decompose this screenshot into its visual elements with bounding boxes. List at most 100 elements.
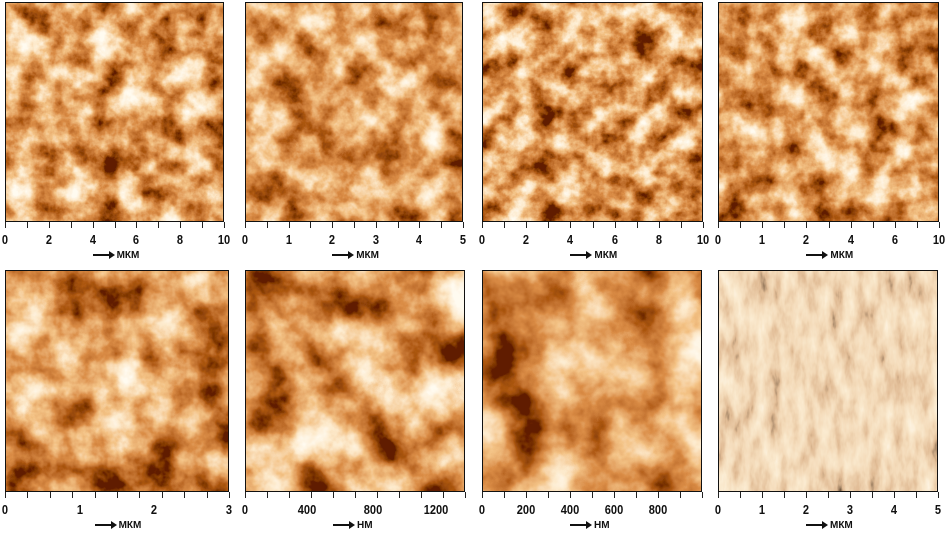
tick-label: 3 xyxy=(372,232,379,247)
tick-label: 1 xyxy=(76,502,83,517)
axis-tick xyxy=(762,492,763,498)
axis-tick xyxy=(224,222,225,228)
tick-label: 400 xyxy=(560,502,580,517)
axis-tick xyxy=(443,492,444,498)
axis-tick xyxy=(332,222,334,228)
axis-tick xyxy=(680,222,682,228)
axis-tick xyxy=(614,222,616,228)
tick-label: 5 xyxy=(934,502,942,517)
afm-height-map xyxy=(482,270,702,492)
axis-tick xyxy=(355,492,356,498)
unit-text: МКМ xyxy=(594,250,618,261)
unit-text: НМ xyxy=(357,520,373,531)
afm-height-map xyxy=(5,270,229,492)
axis-tick xyxy=(703,222,704,228)
axis-tick xyxy=(70,222,72,228)
axis-tick xyxy=(482,492,483,498)
axis-tick xyxy=(762,222,764,228)
arrow-icon xyxy=(94,521,117,530)
axis-tick xyxy=(658,222,660,228)
axis-tick xyxy=(421,492,422,498)
axis-unit-label: МКМ xyxy=(570,250,617,261)
axis-tick xyxy=(117,492,118,498)
tick-label: 0 xyxy=(478,232,486,247)
arrow-icon xyxy=(92,251,115,260)
axis-tick xyxy=(482,222,483,228)
arrow-icon xyxy=(570,251,593,260)
axis-tick xyxy=(465,492,466,498)
axis-tick xyxy=(894,222,896,228)
axis-tick xyxy=(5,222,6,228)
tick-label: 6 xyxy=(611,232,618,247)
axis-tick xyxy=(245,492,246,498)
axis-tick xyxy=(375,222,377,228)
arrow-icon xyxy=(570,521,592,530)
tick-label: 0 xyxy=(714,232,722,247)
x-axis: 0 400 800 1200 xyxy=(242,492,466,517)
axis-tick xyxy=(718,492,719,498)
tick-label: 800 xyxy=(648,502,668,517)
axis-tick xyxy=(202,222,204,228)
axis-unit-label: МКМ xyxy=(94,520,142,531)
afm-height-map xyxy=(718,2,939,222)
axis-tick xyxy=(377,492,378,498)
axis-tick xyxy=(158,222,160,228)
tick-label: 4 xyxy=(416,232,423,247)
unit-text: МКМ xyxy=(118,520,142,531)
axis-tick xyxy=(92,222,94,228)
axis-unit-label: МКМ xyxy=(92,250,140,261)
afm-height-map xyxy=(245,270,465,492)
axis-tick xyxy=(740,222,742,228)
afm-height-map xyxy=(482,2,703,222)
tick-label: 10 xyxy=(696,232,710,247)
axis-tick xyxy=(48,222,50,228)
unit-text: МКМ xyxy=(116,250,140,261)
tick-label: 4 xyxy=(89,232,96,247)
axis-tick xyxy=(504,222,506,228)
tick-label: 8 xyxy=(655,232,662,247)
axis-tick xyxy=(680,492,681,498)
axis-tick xyxy=(333,492,334,498)
axis-tick xyxy=(806,222,808,228)
axis-tick xyxy=(939,222,940,228)
axis-unit-label: НМ xyxy=(333,520,373,531)
axis-tick xyxy=(636,222,638,228)
tick-label: 8 xyxy=(177,232,184,247)
tick-label: 5 xyxy=(459,232,467,247)
x-axis: 0 1 2 3 xyxy=(2,492,232,517)
afm-height-map xyxy=(245,2,463,222)
axis-tick xyxy=(828,492,829,498)
axis-tick xyxy=(740,492,741,498)
axis-tick xyxy=(288,222,290,228)
x-axis: 0 2 4 6 8 10 xyxy=(2,222,230,247)
x-axis: 0 200 400 600 800 xyxy=(479,492,703,517)
axis-tick xyxy=(245,222,246,228)
tick-label: 2 xyxy=(803,232,810,247)
axis-tick xyxy=(139,492,141,498)
axis-tick xyxy=(161,492,163,498)
axis-tick xyxy=(463,222,464,228)
axis-tick xyxy=(828,222,830,228)
axis-tick xyxy=(310,222,312,228)
tick-label: 800 xyxy=(363,502,382,517)
axis-tick xyxy=(114,222,116,228)
tick-label: 4 xyxy=(847,232,854,247)
arrow-icon xyxy=(806,251,829,260)
tick-label: 0 xyxy=(1,232,9,247)
tick-label: 2 xyxy=(151,502,158,517)
axis-tick xyxy=(26,222,28,228)
tick-label: 0 xyxy=(241,232,249,247)
axis-tick xyxy=(916,222,918,228)
tick-label: 10 xyxy=(217,232,231,247)
tick-label: 200 xyxy=(516,502,536,517)
axis-tick xyxy=(27,492,29,498)
axis-tick xyxy=(504,492,505,498)
axis-tick xyxy=(5,492,6,498)
tick-label: 2 xyxy=(523,232,530,247)
axis-tick xyxy=(850,222,852,228)
tick-label: 1200 xyxy=(424,502,449,517)
axis-tick xyxy=(702,492,703,498)
tick-label: 6 xyxy=(133,232,140,247)
axis-tick xyxy=(872,492,873,498)
axis-tick xyxy=(399,492,400,498)
